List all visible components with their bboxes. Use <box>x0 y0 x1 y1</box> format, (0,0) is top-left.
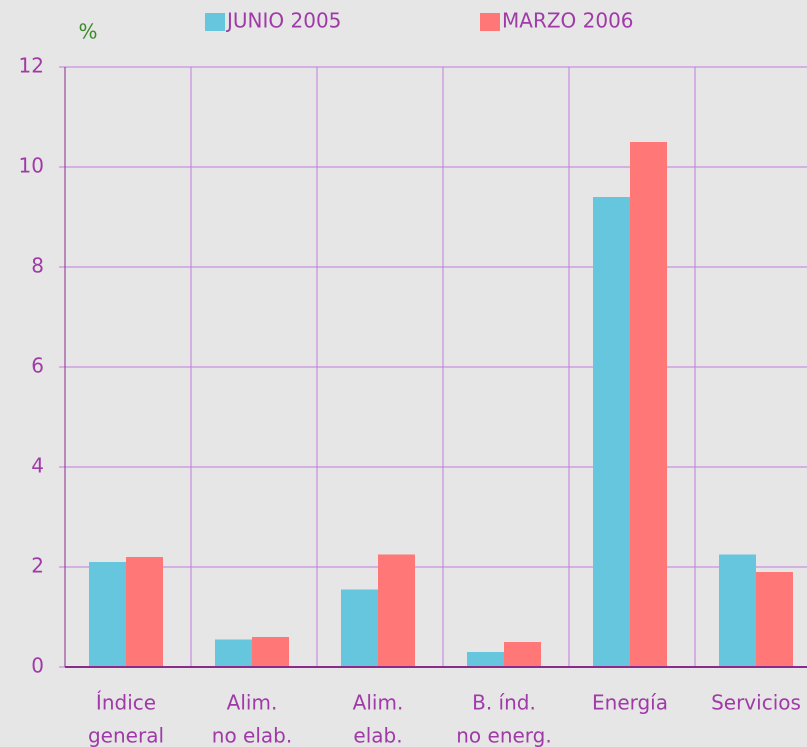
bar <box>341 589 378 667</box>
x-tick-label: B. índ. <box>472 691 536 715</box>
y-tick-label: 6 <box>31 354 44 378</box>
bar <box>630 142 667 667</box>
bar <box>89 562 126 667</box>
x-tick-label: no energ. <box>456 724 551 747</box>
bar <box>467 652 504 667</box>
y-tick-label: 2 <box>31 554 44 578</box>
legend-label: MARZO 2006 <box>502 9 634 33</box>
x-tick-label: Alim. <box>227 691 278 715</box>
bar <box>126 557 163 667</box>
x-tick-label: no elab. <box>212 724 292 747</box>
y-tick-label: 8 <box>31 254 44 278</box>
bar <box>378 554 415 667</box>
legend-swatch <box>480 13 500 31</box>
y-tick-label: 0 <box>31 654 44 678</box>
bar <box>756 572 793 667</box>
x-tick-label: Servicios <box>711 691 801 715</box>
legend-swatch <box>205 13 225 31</box>
x-tick-label: Energía <box>592 691 668 715</box>
bar <box>593 197 630 667</box>
x-tick-label: general <box>88 724 164 747</box>
x-tick-label: Índice <box>96 691 156 715</box>
y-tick-label: 12 <box>19 54 44 78</box>
y-tick-label: 10 <box>19 154 44 178</box>
bar <box>252 637 289 667</box>
y-axis-label: % <box>78 20 97 44</box>
x-tick-label: elab. <box>353 724 402 747</box>
bar <box>719 554 756 667</box>
bar <box>504 642 541 667</box>
x-tick-label: Alim. <box>353 691 404 715</box>
y-tick-label: 4 <box>31 454 44 478</box>
bar <box>215 639 252 667</box>
legend-label: JUNIO 2005 <box>225 9 341 33</box>
